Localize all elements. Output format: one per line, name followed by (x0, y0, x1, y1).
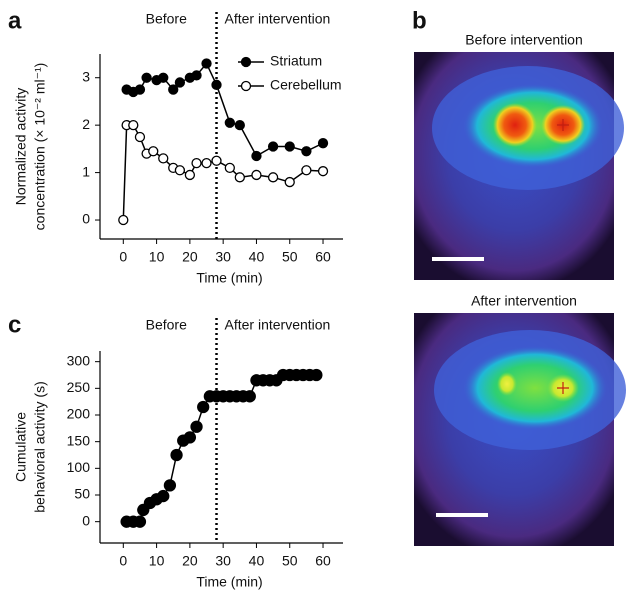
data-point (159, 154, 168, 163)
y-tick-label: 300 (67, 352, 91, 368)
series-line (123, 125, 323, 220)
annotation: Before (146, 11, 187, 27)
x-tick-label: 40 (249, 249, 265, 265)
x-tick-label: 50 (282, 249, 298, 265)
y-tick-label: 3 (82, 68, 90, 84)
x-axis-label: Time (min) (196, 574, 262, 590)
y-axis-label: Cumulative (13, 412, 29, 482)
data-point (192, 159, 201, 168)
y-tick-label: 100 (67, 459, 91, 475)
data-point (225, 163, 234, 172)
annotation: After intervention (225, 317, 331, 333)
data-point (302, 166, 311, 175)
legend-marker (242, 82, 251, 91)
data-point (319, 167, 328, 176)
data-point (244, 391, 255, 402)
image-title: After intervention (471, 293, 577, 309)
data-point (134, 516, 145, 527)
image-title: Before intervention (465, 32, 583, 48)
data-point (192, 71, 201, 80)
panel-label: c (8, 311, 21, 338)
x-tick-label: 50 (282, 553, 298, 569)
heatmap-image (414, 52, 624, 280)
data-point (285, 178, 294, 187)
y-tick-label: 1 (82, 163, 90, 179)
x-axis-label: Time (min) (196, 270, 262, 286)
data-point (252, 151, 261, 160)
x-tick-label: 20 (182, 249, 198, 265)
data-point (202, 159, 211, 168)
y-axis-label: concentration (× 10⁻² ml⁻¹) (32, 63, 48, 231)
data-point (225, 118, 234, 127)
data-point (212, 80, 221, 89)
data-point (135, 133, 144, 142)
data-point (171, 450, 182, 461)
data-point (302, 147, 311, 156)
data-point (202, 59, 211, 68)
legend-marker (242, 58, 251, 67)
data-point (184, 432, 195, 443)
data-point (319, 139, 328, 148)
x-tick-label: 10 (149, 553, 165, 569)
annotation: Before (146, 317, 187, 333)
data-point (252, 170, 261, 179)
data-point (235, 173, 244, 182)
data-point (175, 78, 184, 87)
y-tick-label: 0 (82, 512, 90, 528)
data-point (269, 173, 278, 182)
data-point (158, 491, 169, 502)
data-point (285, 142, 294, 151)
x-tick-label: 0 (119, 249, 127, 265)
x-tick-label: 30 (215, 553, 231, 569)
x-tick-label: 30 (215, 249, 231, 265)
data-point (119, 216, 128, 225)
data-point (198, 402, 209, 413)
data-point (164, 480, 175, 491)
x-tick-label: 10 (149, 249, 165, 265)
data-point (185, 170, 194, 179)
data-point (159, 73, 168, 82)
annotation: After intervention (225, 11, 331, 27)
x-tick-label: 20 (182, 553, 198, 569)
legend-label: Striatum (270, 53, 322, 69)
y-axis-label: Normalized activity (13, 88, 29, 205)
data-point (135, 85, 144, 94)
x-tick-label: 60 (315, 249, 331, 265)
heatmap-image (414, 313, 626, 546)
y-tick-label: 200 (67, 406, 91, 422)
panel-label: b (412, 7, 427, 34)
data-point (169, 85, 178, 94)
data-point (235, 121, 244, 130)
data-point (129, 121, 138, 130)
y-tick-label: 2 (82, 116, 90, 132)
figure: a b c Before intervention After interven… (0, 0, 641, 597)
y-tick-label: 50 (74, 486, 90, 502)
y-tick-label: 0 (82, 211, 90, 227)
x-tick-label: 60 (315, 553, 331, 569)
data-point (149, 147, 158, 156)
panel-label: a (8, 7, 22, 34)
legend-label: Cerebellum (270, 77, 342, 93)
data-point (212, 156, 221, 165)
y-tick-label: 150 (67, 432, 91, 448)
y-tick-label: 250 (67, 379, 91, 395)
data-point (269, 142, 278, 151)
data-point (191, 421, 202, 432)
x-tick-label: 40 (249, 553, 265, 569)
x-tick-label: 0 (119, 553, 127, 569)
y-axis-label: behavioral activity (s) (32, 381, 48, 513)
data-point (175, 166, 184, 175)
data-point (311, 370, 322, 381)
data-point (142, 73, 151, 82)
